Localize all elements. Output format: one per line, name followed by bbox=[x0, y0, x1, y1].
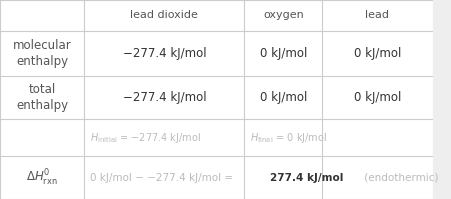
Text: −277.4 kJ/mol: −277.4 kJ/mol bbox=[122, 47, 206, 60]
Bar bbox=[0, 76, 84, 119]
Bar bbox=[84, 156, 244, 199]
Bar bbox=[322, 76, 432, 119]
Bar bbox=[322, 119, 432, 156]
Text: 277.4 kJ/mol: 277.4 kJ/mol bbox=[270, 173, 343, 183]
Bar bbox=[0, 0, 84, 31]
Text: (endothermic): (endothermic) bbox=[360, 173, 437, 183]
Text: oxygen: oxygen bbox=[262, 10, 303, 20]
Bar bbox=[84, 31, 244, 76]
Text: molecular
enthalpy: molecular enthalpy bbox=[13, 39, 71, 68]
Bar bbox=[322, 156, 432, 199]
Bar bbox=[84, 119, 244, 156]
Text: $\Delta H^0_\mathrm{rxn}$: $\Delta H^0_\mathrm{rxn}$ bbox=[26, 168, 58, 188]
Bar bbox=[322, 31, 432, 76]
Text: 0 kJ/mol: 0 kJ/mol bbox=[259, 91, 306, 104]
Bar bbox=[244, 31, 322, 76]
Text: lead: lead bbox=[364, 10, 388, 20]
Bar bbox=[244, 119, 322, 156]
Bar bbox=[84, 76, 244, 119]
Text: −277.4 kJ/mol: −277.4 kJ/mol bbox=[122, 91, 206, 104]
Text: lead dioxide: lead dioxide bbox=[130, 10, 198, 20]
Bar bbox=[244, 0, 322, 31]
Bar bbox=[244, 76, 322, 119]
Bar bbox=[322, 0, 432, 31]
Bar bbox=[0, 156, 84, 199]
Bar bbox=[84, 0, 244, 31]
Bar bbox=[244, 156, 322, 199]
Text: total
enthalpy: total enthalpy bbox=[16, 83, 68, 112]
Bar bbox=[0, 119, 84, 156]
Bar bbox=[0, 31, 84, 76]
Text: 0 kJ/mol: 0 kJ/mol bbox=[353, 47, 400, 60]
Text: 0 kJ/mol: 0 kJ/mol bbox=[259, 47, 306, 60]
Text: $\mathit{H}_\mathrm{final}$ = 0 kJ/mol: $\mathit{H}_\mathrm{final}$ = 0 kJ/mol bbox=[249, 131, 326, 145]
Text: $\mathit{H}_\mathrm{initial}$ = −277.4 kJ/mol: $\mathit{H}_\mathrm{initial}$ = −277.4 k… bbox=[89, 131, 200, 145]
Text: 0 kJ/mol − −277.4 kJ/mol =: 0 kJ/mol − −277.4 kJ/mol = bbox=[89, 173, 235, 183]
Text: 0 kJ/mol: 0 kJ/mol bbox=[353, 91, 400, 104]
